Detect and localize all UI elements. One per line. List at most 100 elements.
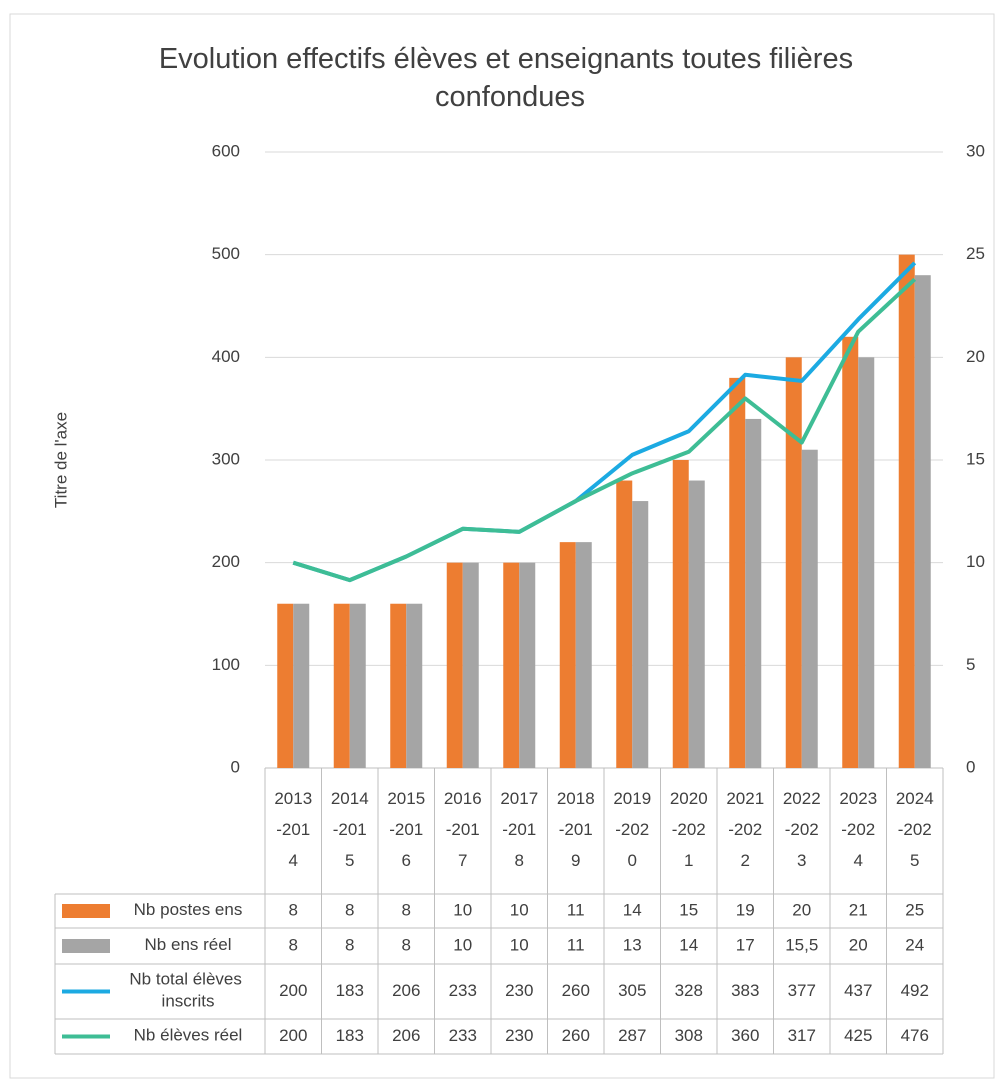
bar (293, 603, 310, 768)
data-table-value: 20 (792, 900, 811, 919)
y2-tick-label: 5 (966, 655, 975, 674)
data-table-value: 8 (289, 935, 298, 954)
data-table-value: 19 (736, 900, 755, 919)
bar (616, 480, 633, 768)
bar (519, 562, 536, 768)
x-tick-label: 2018 -201 9 (557, 789, 595, 870)
bar (672, 460, 689, 768)
chart-frame (9, 13, 995, 1079)
bar (914, 275, 931, 768)
data-table-value: 10 (453, 935, 472, 954)
bar (446, 562, 463, 768)
data-table-value: 8 (402, 900, 411, 919)
data-table-value: 8 (289, 900, 298, 919)
bar (575, 542, 592, 768)
y-tick-label: 300 (212, 449, 240, 468)
data-table-value: 8 (345, 900, 354, 919)
bar (333, 603, 350, 768)
line (292, 261, 917, 583)
data-table-value: 206 (392, 1026, 420, 1045)
y-tick-label: 500 (212, 244, 240, 263)
y-tick-label: 600 (212, 141, 240, 160)
data-table-value: 11 (567, 900, 585, 919)
data-table-value: 233 (449, 1026, 477, 1045)
legend-label: Nb élèves réel (134, 1026, 243, 1045)
data-table-value: 200 (279, 1026, 307, 1045)
x-tick-label: 2023 -202 4 (839, 789, 877, 870)
y2-tick-label: 15 (966, 449, 985, 468)
data-table-value: 183 (336, 981, 364, 1000)
data-table-value: 15 (679, 900, 698, 919)
y-tick-label: 200 (212, 552, 240, 571)
bar (688, 480, 705, 768)
data-table-value: 20 (849, 935, 868, 954)
bar (632, 501, 649, 768)
data-table-value: 15,5 (785, 935, 818, 954)
bar (858, 357, 875, 768)
data-table-value: 437 (844, 981, 872, 1000)
data-table-value: 476 (901, 1026, 929, 1045)
y-tick-label: 100 (212, 655, 240, 674)
data-table-value: 377 (788, 981, 816, 1000)
x-tick-label: 2020 -202 1 (670, 789, 708, 870)
data-table-value: 233 (449, 981, 477, 1000)
x-tick-label: 2013 -201 4 (274, 789, 312, 870)
bar (842, 336, 859, 768)
data-table-value: 230 (505, 1026, 533, 1045)
data-table-value: 425 (844, 1026, 872, 1045)
data-table-value: 21 (849, 900, 868, 919)
data-table-value: 11 (567, 935, 585, 954)
data-table-value: 260 (562, 1026, 590, 1045)
bar (898, 254, 915, 768)
data-table-value: 183 (336, 1026, 364, 1045)
bar (559, 542, 576, 768)
legend-key (62, 904, 110, 918)
line (292, 277, 917, 583)
x-tick-label: 2022 -202 3 (783, 789, 821, 870)
data-table-value: 287 (618, 1026, 646, 1045)
bar (277, 603, 294, 768)
y2-tick-label: 25 (966, 244, 985, 263)
data-table-value: 25 (905, 900, 924, 919)
legend-key (62, 939, 110, 953)
data-table-value: 317 (788, 1026, 816, 1045)
data-table-value: 308 (675, 1026, 703, 1045)
bar (801, 449, 818, 768)
y2-tick-label: 0 (966, 757, 975, 776)
legend-label: Nb ens réel (145, 935, 232, 954)
bar (349, 603, 366, 768)
x-tick-label: 2015 -201 6 (387, 789, 425, 870)
data-table-value: 206 (392, 981, 420, 1000)
data-table-value: 8 (402, 935, 411, 954)
data-table-value: 200 (279, 981, 307, 1000)
legend-label: Nb total élèves inscrits (129, 970, 246, 1011)
bar (729, 377, 746, 768)
bar (462, 562, 479, 768)
bar (406, 603, 423, 768)
data-table-value: 8 (345, 935, 354, 954)
data-table-value: 13 (623, 935, 642, 954)
data-table-value: 305 (618, 981, 646, 1000)
data-table-value: 14 (623, 900, 642, 919)
x-tick-label: 2017 -201 8 (500, 789, 538, 870)
y2-tick-label: 30 (966, 141, 985, 160)
data-table-value: 10 (510, 935, 529, 954)
data-table-value: 10 (453, 900, 472, 919)
y-tick-label: 400 (212, 347, 240, 366)
y2-tick-label: 10 (966, 552, 985, 571)
data-table-value: 260 (562, 981, 590, 1000)
bar (785, 357, 802, 768)
data-table-value: 10 (510, 900, 529, 919)
data-table-value: 17 (736, 935, 755, 954)
data-table-value: 24 (905, 935, 924, 954)
data-table-value: 230 (505, 981, 533, 1000)
y2-tick-label: 20 (966, 347, 985, 366)
bar (745, 418, 762, 768)
y-tick-label: 0 (231, 757, 240, 776)
chart-title: Evolution effectifs élèves et enseignant… (159, 43, 861, 113)
y-axis-label: Titre de l'axe (51, 412, 70, 508)
legend-label: Nb postes ens (134, 900, 243, 919)
data-table-value: 14 (679, 935, 698, 954)
bar (390, 603, 407, 768)
